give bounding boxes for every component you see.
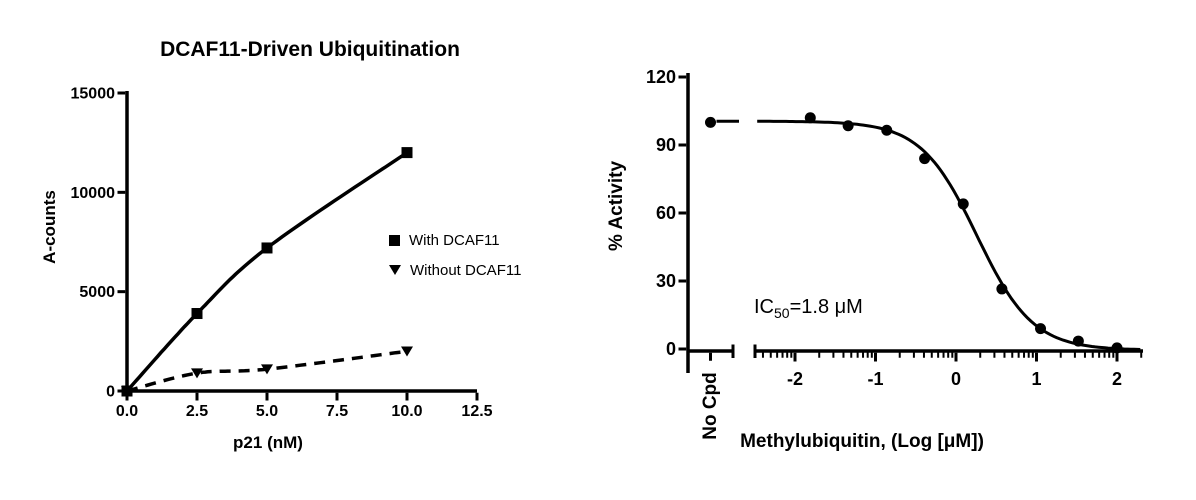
data-point-circle [1035, 323, 1047, 335]
data-point-circle [881, 124, 893, 136]
right-y-axis-label: % Activity [606, 160, 627, 252]
series-line-solid [125, 151, 408, 393]
data-point-circle [957, 198, 969, 210]
y-tick-label: 15000 [71, 86, 116, 103]
data-point-circle [996, 283, 1008, 295]
square-marker-icon [389, 234, 400, 246]
legend-item-without-dcaf11: Without DCAF11 [389, 255, 521, 285]
x-tick-label: 7.5 [326, 403, 348, 420]
x-tick-label: -2 [787, 369, 803, 389]
left-y-axis-label: A-counts [40, 190, 59, 264]
y-tick-label: 10000 [71, 185, 116, 202]
legend-label: Without DCAF11 [410, 261, 522, 279]
y-tick-label: 90 [656, 135, 676, 155]
data-point-circle [919, 153, 931, 165]
data-point-triangle [121, 386, 133, 397]
data-point-circle [804, 112, 816, 124]
x-tick-label: 5.0 [256, 403, 278, 420]
no-cpd-label: No Cpd [700, 372, 721, 440]
left-chart-title: DCAF11-Driven Ubiquitination [160, 38, 460, 61]
right-plot-svg: 0 30 60 90 120 -2 -1 0 1 2 [646, 67, 1143, 389]
x-tick-label: 2.5 [186, 403, 208, 420]
ic50-prefix: IC [754, 296, 774, 318]
x-tick-label: 2 [1112, 369, 1122, 389]
data-point-square [261, 242, 273, 254]
data-point-circle [842, 120, 854, 132]
y-tick-label: 60 [656, 203, 676, 223]
legend: With DCAF11 Without DCAF11 [389, 225, 521, 285]
y-tick-label: 0 [666, 339, 676, 359]
x-tick-label: 10.0 [391, 403, 422, 420]
legend-label: With DCAF11 [409, 231, 500, 249]
right-x-axis-label: Methylubiquitin, (Log [μM]) [740, 431, 984, 452]
left-x-axis-label: p21 (nM) [233, 433, 303, 452]
data-point-circle [1111, 342, 1123, 354]
y-tick-label: 30 [656, 271, 676, 291]
triangle-down-marker-icon [389, 265, 401, 275]
data-point-triangle [261, 364, 273, 375]
data-point-triangle [401, 346, 413, 357]
x-tick-label: -1 [867, 369, 883, 389]
data-point-no-cpd [705, 116, 716, 128]
x-tick-label: 12.5 [461, 403, 492, 420]
x-tick-label: 1 [1031, 369, 1041, 389]
data-point-triangle [191, 368, 203, 379]
y-tick-label: 120 [646, 67, 676, 87]
series-line-dashed [126, 349, 408, 393]
x-tick-label: 0.0 [116, 403, 138, 420]
x-tick-label: 0 [951, 369, 961, 389]
ic50-subscript: 50 [774, 305, 790, 321]
left-plot-svg: 0.0 2.5 5.0 7.5 10.0 12.5 0 5000 10000 15000 [71, 86, 493, 421]
y-tick-label: 5000 [79, 284, 115, 301]
data-point-circle [1072, 335, 1084, 347]
data-point-square [191, 308, 203, 320]
y-tick-label: 0 [106, 384, 115, 401]
ic50-annotation: IC50=1.8 μM [754, 296, 863, 321]
data-point-square [401, 147, 413, 159]
ic50-value: =1.8 μM [789, 296, 863, 318]
legend-item-with-dcaf11: With DCAF11 [389, 225, 521, 255]
